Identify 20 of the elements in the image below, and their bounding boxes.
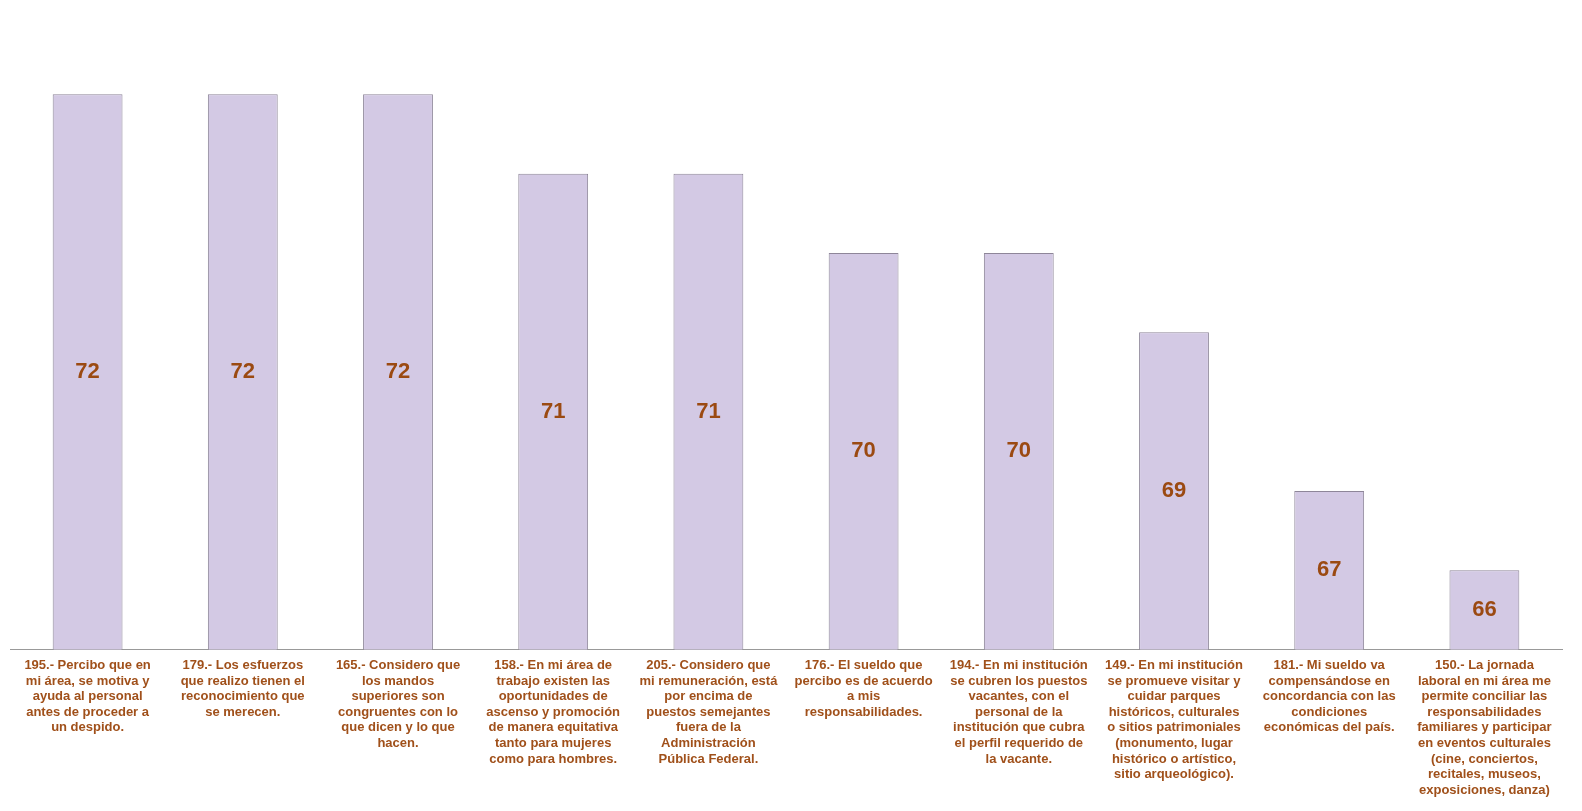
- data-label: 72: [385, 358, 411, 384]
- x-tick-label: 149.- En mi institución se promueve visitar y cuidar parques históricos, culturales o sitios patrimoniales (monumento, lugar histórico o artístico, sitio arqueológico).: [1105, 656, 1244, 782]
- x-tick-label: 195.- Percibo que en mi área, se motiva y ayuda al personal antes de proceder a un despido.: [24, 656, 151, 735]
- data-label: 69: [1161, 477, 1187, 503]
- x-tick-label: 158.- En mi área de trabajo existen las oportunidades de ascenso y promoción de manera equitativa tanto para mujeres como para hombres.: [486, 656, 621, 766]
- x-tick-label: 194.- En mi institución se cubren los puestos vacantes, con el personal de la institución que cubra el perfil requerido de la vacante.: [949, 656, 1088, 766]
- data-label: 67: [1316, 556, 1342, 582]
- data-label: 72: [230, 358, 256, 384]
- data-label: 71: [696, 397, 721, 423]
- x-tick-label: 205.- Considero que mi remuneración, está por encima de puestos semejantes fuera de la Administración Pública Federal.: [639, 656, 779, 766]
- category-label: 150.- La jornada laboral en mi área me permite conciliar las responsabilidades familiares y participar en eventos culturales (cine, conciertos, recitales, museos, exposiciones, danza): [1417, 656, 1552, 797]
- x-tick-label: 165.- Considero que los mandos superiores son congruentes con lo que dicen y lo que hacen.: [335, 656, 461, 750]
- data-label: 66: [1472, 596, 1497, 621]
- data-label: 70: [851, 437, 876, 463]
- x-tick-label: 181.- Mi sueldo va compensándose en concordancia con las condiciones económicas del país.: [1262, 656, 1396, 735]
- x-tick-label: 179.- Los esfuerzos que realizo tienen el reconocimiento que se merecen.: [180, 656, 305, 719]
- data-label: 72: [75, 358, 100, 384]
- data-label: 71: [540, 397, 566, 423]
- x-tick-label: 176.- El sueldo que percibo es de acuerdo a mis responsabilidades.: [794, 656, 933, 719]
- data-label: 70: [1006, 437, 1032, 463]
